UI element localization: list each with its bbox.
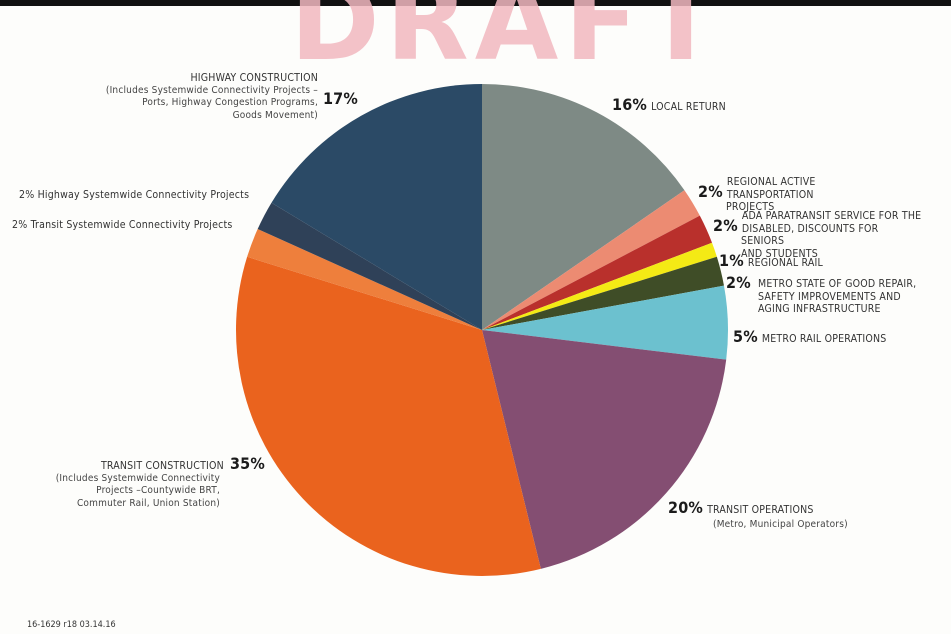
label-highway-construction: HIGHWAY CONSTRUCTION (Includes Systemwid… [105, 72, 358, 121]
draft-watermark: DRAFT [290, 0, 724, 85]
pie-slice-10 [271, 84, 482, 330]
label-transit-operations: 20% TRANSIT OPERATIONS (Metro, Municipal … [668, 498, 848, 530]
pie-slice-3 [482, 242, 717, 330]
pie-slice-1 [482, 190, 700, 330]
label-transit-construction: TRANSIT CONSTRUCTION 35% (Includes System… [55, 454, 265, 509]
label-local-return: 16% LOCAL RETURN [612, 95, 726, 114]
pie-slice-4 [482, 256, 724, 330]
label-regional-rail: 1% REGIONAL RAIL [719, 251, 823, 270]
top-bar [0, 0, 951, 6]
label-regional-active: 2% REGIONAL ACTIVE TRANSPORTATION PROJEC… [698, 176, 816, 213]
pie-slice-5 [482, 285, 729, 360]
label-metro-state-good-repair: 2% METRO STATE OF GOOD REPAIR, SAFETY IM… [726, 273, 917, 315]
pie-slice-9 [257, 202, 482, 330]
label-transit-systemwide: 2% Transit Systemwide Connectivity Proje… [12, 219, 233, 231]
footer-code: 16-1629 r18 03.14.16 [27, 620, 116, 630]
label-metro-rail-operations: 5% METRO RAIL OPERATIONS [733, 327, 887, 346]
pie-slice-7 [236, 256, 541, 576]
pie-slice-6 [482, 330, 727, 569]
pie-slice-8 [247, 229, 482, 330]
label-ada-paratransit: 2% ADA PARATRANSIT SERVICE FOR THE DISAB… [713, 210, 922, 260]
pie-slice-0 [482, 84, 685, 330]
pie-slice-2 [482, 215, 713, 330]
label-highway-systemwide: 2% Highway Systemwide Connectivity Proje… [19, 189, 250, 201]
